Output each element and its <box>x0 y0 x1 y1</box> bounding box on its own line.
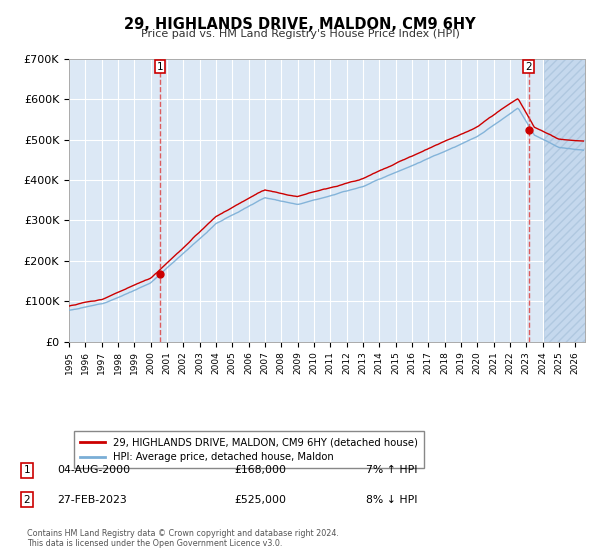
Text: £525,000: £525,000 <box>234 494 286 505</box>
Text: 8% ↓ HPI: 8% ↓ HPI <box>366 494 418 505</box>
Text: 7% ↑ HPI: 7% ↑ HPI <box>366 465 418 475</box>
Legend: 29, HIGHLANDS DRIVE, MALDON, CM9 6HY (detached house), HPI: Average price, detac: 29, HIGHLANDS DRIVE, MALDON, CM9 6HY (de… <box>74 431 424 468</box>
Text: 2: 2 <box>23 494 31 505</box>
Text: Price paid vs. HM Land Registry's House Price Index (HPI): Price paid vs. HM Land Registry's House … <box>140 29 460 39</box>
Text: 29, HIGHLANDS DRIVE, MALDON, CM9 6HY: 29, HIGHLANDS DRIVE, MALDON, CM9 6HY <box>124 17 476 32</box>
Text: 1: 1 <box>23 465 31 475</box>
Text: £168,000: £168,000 <box>234 465 286 475</box>
Text: 2: 2 <box>526 62 532 72</box>
Text: 1: 1 <box>157 62 163 72</box>
Text: Contains HM Land Registry data © Crown copyright and database right 2024.
This d: Contains HM Land Registry data © Crown c… <box>27 529 339 548</box>
Bar <box>544 59 585 342</box>
Text: 04-AUG-2000: 04-AUG-2000 <box>57 465 130 475</box>
Text: 27-FEB-2023: 27-FEB-2023 <box>57 494 127 505</box>
